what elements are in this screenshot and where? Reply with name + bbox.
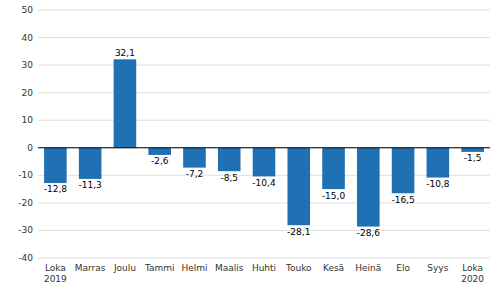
x-tick-line: Marras xyxy=(75,263,106,273)
bar xyxy=(322,148,345,189)
x-tick-line: Tammi xyxy=(144,263,175,273)
x-tick-label: Loka2019 xyxy=(44,263,67,284)
data-label: -11,3 xyxy=(79,180,102,190)
grid xyxy=(38,10,490,258)
data-label: -8,5 xyxy=(220,173,238,183)
y-tick-label: 30 xyxy=(22,60,34,70)
bar xyxy=(79,148,102,179)
x-tick-line: Touko xyxy=(285,263,312,273)
x-tick-line: Maalis xyxy=(215,263,244,273)
x-tick-line: 2020 xyxy=(461,274,484,284)
bar xyxy=(218,148,241,171)
bar xyxy=(427,148,450,178)
y-tick-label: 0 xyxy=(27,143,33,153)
x-tick-label: Helmi xyxy=(181,263,207,273)
x-tick-label: Joulu xyxy=(113,263,136,273)
bar xyxy=(461,148,484,152)
x-tick-label: Syys xyxy=(427,263,448,273)
bar xyxy=(148,148,171,155)
x-tick-label: Marras xyxy=(75,263,106,273)
x-axis: Loka2019MarrasJouluTammiHelmiMaalisHuhti… xyxy=(44,263,484,284)
x-tick-line: Elo xyxy=(396,263,410,273)
x-tick-line: Helmi xyxy=(181,263,207,273)
grid-line xyxy=(38,202,490,203)
grid-line xyxy=(38,10,490,11)
y-tick-label: 40 xyxy=(22,33,34,43)
y-tick-label: -30 xyxy=(18,225,33,235)
data-label: -15,0 xyxy=(322,191,346,201)
grid-line xyxy=(38,120,490,121)
data-label: -16,5 xyxy=(391,195,414,205)
y-tick-label: -20 xyxy=(18,198,33,208)
x-tick-label: Tammi xyxy=(144,263,175,273)
chart-container: -40 -30 -20 -10 0 10 20 30 40 50 -12,8 -11,3 32,1 -2,… xyxy=(0,0,500,300)
grid-line xyxy=(38,147,490,148)
x-tick-label: Maalis xyxy=(215,263,244,273)
data-label: 32,1 xyxy=(115,48,135,58)
axes: -40 -30 -20 -10 0 10 20 30 40 50 xyxy=(18,5,33,263)
data-label: -28,6 xyxy=(357,228,381,238)
y-tick-label: 10 xyxy=(22,115,34,125)
bar xyxy=(392,148,415,193)
x-tick-label: Huhti xyxy=(252,263,276,273)
grid-line xyxy=(38,258,490,259)
x-tick-label: Elo xyxy=(396,263,410,273)
y-tick-label: 50 xyxy=(22,5,34,15)
y-tick-label: 20 xyxy=(22,88,34,98)
bar xyxy=(357,148,380,227)
x-tick-line: Loka xyxy=(45,263,66,273)
grid-line xyxy=(38,92,490,93)
x-tick-line: Kesä xyxy=(323,263,344,273)
x-tick-label: Heinä xyxy=(355,263,381,273)
data-label: -7,2 xyxy=(186,169,204,179)
x-tick-label: Touko xyxy=(285,263,312,273)
x-tick-line: Joulu xyxy=(113,263,136,273)
data-labels: -12,8 -11,3 32,1 -2,6 -7,2 -8,5 -10,4 -28,1 -15,… xyxy=(44,48,482,238)
bars xyxy=(44,59,484,226)
bar xyxy=(183,148,206,168)
x-tick-line: Loka xyxy=(462,263,483,273)
bar xyxy=(253,148,276,177)
data-label: -10,8 xyxy=(426,179,450,189)
data-label: -1,5 xyxy=(464,153,482,163)
grid-line xyxy=(38,230,490,231)
bar xyxy=(287,148,310,225)
data-label: -2,6 xyxy=(151,156,169,166)
data-label: -28,1 xyxy=(287,227,310,237)
x-tick-label: Kesä xyxy=(323,263,344,273)
y-tick-label: -40 xyxy=(18,253,33,263)
chart: -40 -30 -20 -10 0 10 20 30 40 50 -12,8 -11,3 32,1 -2,… xyxy=(0,0,500,300)
x-tick-line: Syys xyxy=(427,263,448,273)
zero-line xyxy=(38,147,490,148)
x-tick-line: Huhti xyxy=(252,263,276,273)
y-tick-label: -10 xyxy=(18,170,33,180)
data-label: -10,4 xyxy=(252,178,276,188)
bar xyxy=(114,59,137,147)
data-label: -12,8 xyxy=(44,184,68,194)
bar xyxy=(44,148,67,183)
x-tick-line: 2019 xyxy=(44,274,67,284)
x-tick-line: Heinä xyxy=(355,263,381,273)
x-tick-label: Loka2020 xyxy=(461,263,484,284)
grid-line xyxy=(38,65,490,66)
grid-line xyxy=(38,37,490,38)
